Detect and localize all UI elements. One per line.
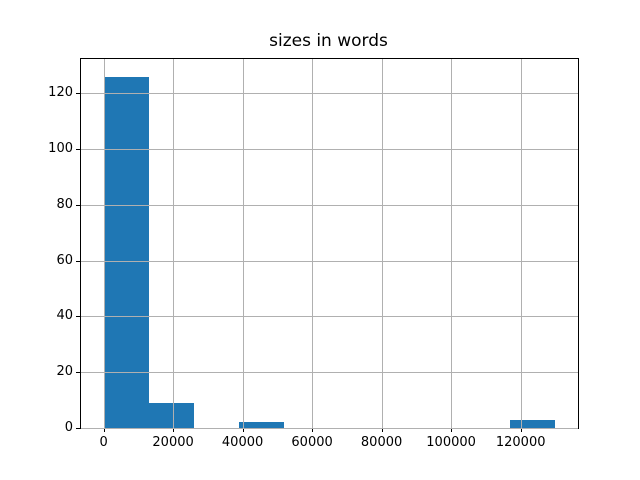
x-gridline: [381, 59, 383, 428]
x-tick-label: 0: [99, 435, 108, 450]
x-tick-label: 120000: [495, 435, 546, 450]
y-gridline: [81, 316, 578, 318]
y-gridline: [81, 428, 578, 429]
x-gridline: [451, 59, 453, 428]
y-tick: [76, 204, 80, 206]
y-gridline: [81, 260, 578, 262]
y-tick-label: 20: [56, 364, 73, 380]
chart-title: sizes in words: [269, 31, 388, 51]
x-gridline: [103, 59, 105, 428]
x-gridline: [173, 59, 175, 428]
y-tick: [76, 149, 80, 151]
y-gridline: [81, 372, 578, 374]
x-tick: [242, 428, 244, 432]
x-gridline: [520, 59, 522, 428]
x-tick: [312, 428, 314, 432]
ticks-layer: 0 20000 40000 60000 80000 100000 120000 0 20 40 60…: [48, 59, 578, 450]
y-tick: [76, 316, 80, 318]
y-gridline: [81, 204, 578, 206]
histogram-bar: [103, 76, 149, 428]
x-tick-label: 100000: [426, 435, 476, 450]
histogram-bar: [510, 419, 556, 428]
x-tick: [520, 428, 522, 432]
x-tick-label: 60000: [291, 435, 333, 450]
plot-area: 0 20000 40000 60000 80000 100000 120000 0 20 40 60…: [48, 58, 579, 450]
x-tick-label: 80000: [360, 435, 403, 450]
x-tick-label: 20000: [152, 435, 194, 450]
y-tick: [76, 372, 80, 374]
y-tick-label: 120: [48, 85, 73, 101]
y-gridline: [81, 149, 578, 151]
y-tick-label: 40: [56, 308, 73, 324]
y-tick: [76, 428, 80, 429]
y-tick-label: 100: [48, 141, 73, 157]
histogram-bar: [239, 422, 285, 428]
y-tick: [76, 93, 80, 95]
x-tick: [451, 428, 453, 432]
x-tick-label: 40000: [221, 435, 264, 450]
histogram-bar: [148, 402, 194, 428]
y-tick-label: 80: [56, 196, 73, 212]
bars-layer: [81, 59, 578, 428]
grid-layer: [81, 59, 578, 429]
y-tick-label: 60: [56, 252, 73, 268]
x-gridline: [312, 59, 314, 428]
y-gridline: [81, 93, 578, 95]
x-gridline: [242, 59, 244, 428]
x-tick: [173, 428, 175, 432]
y-tick: [76, 260, 80, 262]
x-tick: [103, 428, 105, 432]
x-tick: [381, 428, 383, 432]
y-tick-label: 0: [64, 420, 73, 435]
